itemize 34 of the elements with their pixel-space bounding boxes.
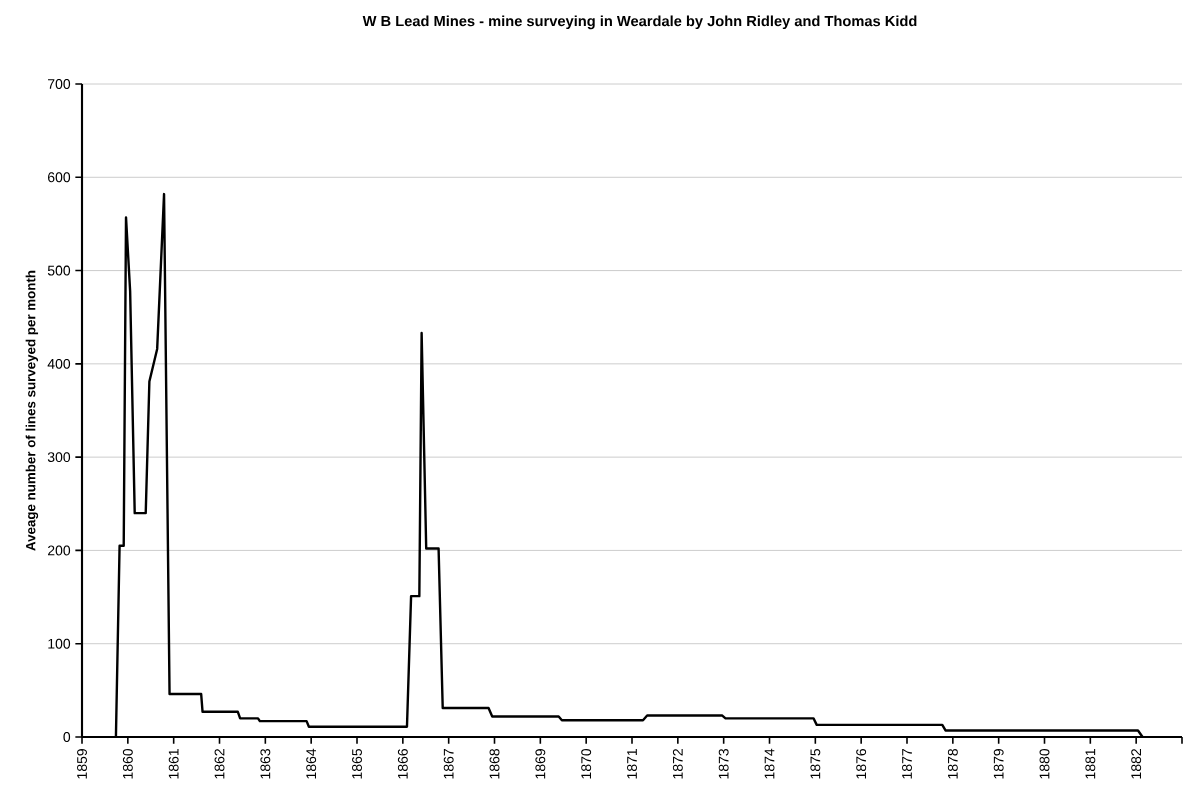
- x-tick-label: 1872: [672, 749, 683, 779]
- x-tick-label: 1863: [260, 748, 271, 779]
- x-tick-label: 1861: [168, 749, 179, 779]
- x-tick-label: 1878: [947, 748, 958, 779]
- x-tick-label: 1882: [1131, 749, 1142, 779]
- x-tick-label: 1871: [627, 749, 637, 779]
- x-tick-label: 1869: [535, 749, 546, 779]
- x-tick-label: 1865: [352, 748, 362, 779]
- x-tick-label: 1880: [1039, 748, 1050, 779]
- x-tick-label: 1875: [810, 748, 821, 779]
- x-tick-label: 1859: [77, 749, 87, 779]
- y-tick-label: 700: [48, 79, 71, 89]
- x-tick-label: 1870: [581, 748, 592, 779]
- y-tick-label: 200: [48, 545, 71, 556]
- x-tick-label: 1874: [764, 748, 775, 779]
- y-axis-title: Aveage number of lines surveyed per month: [25, 270, 39, 551]
- x-tick-label: 1881: [1085, 749, 1096, 779]
- x-tick-label: 1860: [122, 748, 133, 779]
- x-tick-label: 1867: [443, 749, 454, 779]
- y-tick-label: 300: [47, 452, 71, 463]
- x-tick-label: 1876: [856, 748, 867, 779]
- y-tick-label: 600: [48, 172, 71, 183]
- y-tick-label: 500: [47, 265, 71, 276]
- x-tick-label: 1873: [718, 748, 729, 779]
- y-tick-label: 100: [48, 638, 71, 649]
- x-tick-label: 1864: [306, 748, 317, 779]
- x-tick-label: 1879: [993, 749, 1004, 779]
- y-tick-label: 400: [47, 358, 71, 369]
- x-tick-label: 1862: [214, 749, 225, 779]
- y-tick-label: 0: [63, 732, 71, 742]
- x-tick-label: 1866: [397, 748, 408, 779]
- x-tick-label: 1877: [902, 749, 912, 779]
- chart-title: W B Lead Mines - mine surveying in Weardale by John Ridley and Thomas Kidd: [362, 15, 917, 30]
- x-tick-label: 1868: [489, 748, 500, 779]
